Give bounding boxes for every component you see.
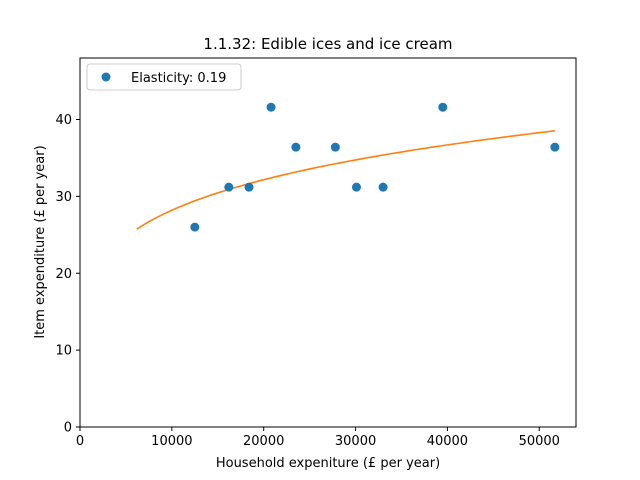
series-layer <box>136 102 560 232</box>
data-point <box>244 182 254 192</box>
y-tick-label: 40 <box>55 113 72 128</box>
plot-frame <box>79 57 577 428</box>
data-point <box>438 102 448 112</box>
x-tick-label: 30000 <box>335 434 376 449</box>
data-point <box>351 182 361 192</box>
legend-marker <box>101 72 111 82</box>
y-axis-label: Item expenditure (£ per year) <box>33 145 48 338</box>
chart-title: 1.1.32: Edible ices and ice cream <box>203 35 452 53</box>
y-tick-label: 20 <box>55 267 72 282</box>
data-point <box>550 142 560 152</box>
y-tick-label: 30 <box>55 190 72 205</box>
y-axis: 0 10 20 30 40 <box>55 113 80 436</box>
y-tick-label: 10 <box>55 344 72 359</box>
x-tick-label: 40000 <box>427 434 468 449</box>
x-tick-label: 0 <box>76 434 84 449</box>
data-point <box>224 182 234 192</box>
legend-label: Elasticity: 0.19 <box>131 71 226 86</box>
data-point <box>190 222 200 232</box>
data-point <box>378 182 388 192</box>
x-axis-label: Household expeniture (£ per year) <box>216 456 440 471</box>
data-point <box>266 102 276 112</box>
data-point <box>330 142 340 152</box>
data-point <box>291 142 301 152</box>
x-tick-label: 10000 <box>151 434 192 449</box>
legend-box <box>86 63 242 91</box>
legend: Elasticity: 0.19 <box>86 63 242 91</box>
y-tick-label: 0 <box>64 421 72 436</box>
plot-area <box>80 58 576 427</box>
x-axis: 0 10000 20000 30000 40000 50000 <box>76 427 560 449</box>
x-tick-label: 20000 <box>243 434 284 449</box>
fit-line <box>136 130 555 230</box>
x-tick-label: 50000 <box>519 434 560 449</box>
